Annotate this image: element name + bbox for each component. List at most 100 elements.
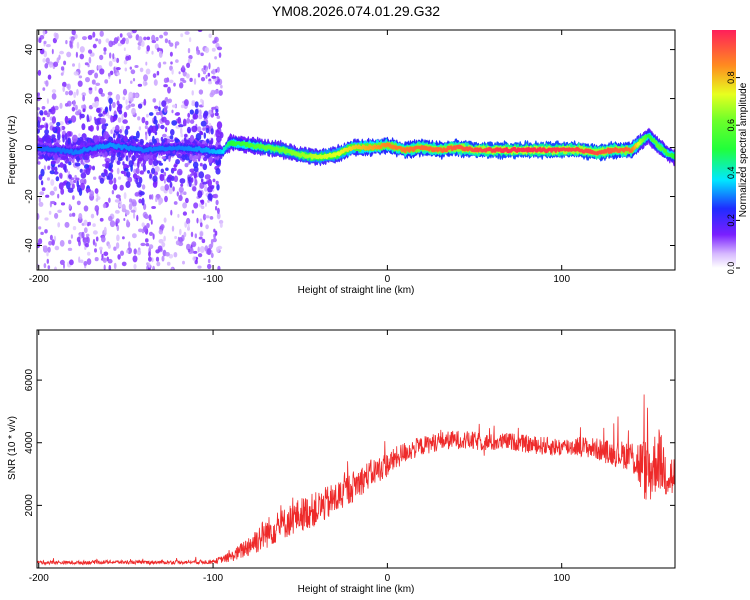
colorbar-tick-label: 0.4 [726,167,736,180]
heatmap-noise-cell [117,176,122,180]
heatmap-band-cell [104,123,109,127]
heatmap-noise-cell [214,230,218,236]
heatmap-band-cell [151,125,157,134]
heatmap-noise-cell [213,228,216,233]
heatmap-noise-cell [129,66,132,70]
heatmap-band-cell [210,128,214,135]
heatmap-noise-cell [47,246,51,253]
heatmap-band-cell [216,121,223,129]
heatmap-noise-cell [83,227,88,234]
heatmap-noise-cell [112,101,116,109]
heatmap-noise-cell [216,66,220,73]
heatmap-noise-cell [119,184,124,191]
heatmap-noise-cell [125,37,129,45]
heatmap-noise-cell [209,216,214,220]
heatmap-noise-cell [162,61,167,65]
heatmap-noise-cell [188,37,192,43]
heatmap-band-cell [208,157,213,164]
heatmap-noise-cell [148,251,151,257]
heatmap-band-cell [149,194,152,200]
heatmap-noise-cell [48,240,53,246]
heatmap-noise-cell [215,199,219,206]
heatmap-noise-cell [38,197,41,203]
heatmap-noise-cell [187,48,191,54]
heatmap-noise-cell [191,101,196,107]
heatmap-noise-cell [133,248,137,255]
heatmap-noise-cell [92,230,98,235]
heatmap-noise-cell [162,133,167,138]
heatmap-noise-cell [43,165,47,171]
heatmap-band-cell [124,128,129,136]
heatmap-band-cell [50,160,57,165]
heatmap-noise-cell [96,192,99,199]
heatmap-noise-cell [207,258,211,264]
heatmap-band-cell [40,180,44,186]
heatmap-noise-cell [164,184,169,191]
heatmap-noise-cell [197,126,202,133]
heatmap-noise-cell [173,201,178,205]
heatmap-band-cell [55,176,60,182]
heatmap-noise-cell [95,100,100,107]
heatmap-noise-cell [113,37,119,44]
heatmap-noise-cell [79,53,85,60]
heatmap-noise-cell [215,205,218,211]
heatmap-band-cell [76,140,81,146]
heatmap-noise-cell [46,98,50,104]
heatmap-noise-cell [148,256,152,262]
heatmap-band-cell [122,161,125,166]
snr-x-label: Height of straight line (km) [298,584,415,595]
heatmap-noise-cell [68,239,72,245]
heatmap-noise-cell [71,106,76,112]
y-tick-label: 2000 [24,494,35,517]
heatmap-noise-cell [131,30,137,34]
heatmap-band-cell [190,177,194,183]
heatmap-band-cell [216,183,220,191]
heatmap-noise-cell [216,115,221,119]
heatmap-band-cell [57,164,61,168]
heatmap-noise-cell [117,117,122,123]
heatmap-band-cell [135,177,139,185]
heatmap-noise-cell [45,194,50,198]
y-tick-label: 4000 [24,431,35,454]
heatmap-noise-cell [89,190,94,197]
heatmap-noise-cell [174,235,178,240]
heatmap-noise-cell [94,188,99,194]
heatmap-band-cell [56,121,61,127]
y-tick-label: 6000 [24,369,35,392]
heatmap-noise-cell [171,68,174,75]
heatmap-noise-cell [37,69,42,76]
heatmap-noise-cell [136,214,139,222]
heatmap-noise-cell [38,238,43,245]
heatmap-band-cell [115,124,120,132]
heatmap-noise-cell [167,98,172,104]
heatmap-band-cell [186,126,192,134]
heatmap-noise-cell [95,38,99,42]
heatmap-noise-cell [118,203,123,208]
heatmap-noise-cell [214,56,218,60]
snr-y-label: SNR (10 * v/v) [7,416,18,480]
heatmap-noise-cell [181,65,185,70]
heatmap-noise-cell [92,43,97,49]
heatmap-noise-cell [207,72,211,77]
heatmap-noise-cell [91,79,96,85]
heatmap-band-cell [164,126,168,133]
heatmap-noise-cell [72,226,77,231]
heatmap-noise-cell [108,197,111,203]
heatmap-noise-cell [125,105,130,110]
heatmap-band-cell [152,180,158,188]
heatmap-noise-cell [173,252,178,258]
heatmap-noise-cell [107,91,113,96]
heatmap-noise-cell [69,213,73,218]
heatmap-band-cell [68,174,72,180]
heatmap-noise-cell [199,162,203,167]
heatmap-noise-cell [48,61,53,68]
spectrogram-frame [36,29,676,271]
heatmap-band-cell [139,138,144,145]
heatmap-noise-cell [200,199,205,205]
heatmap-noise-cell [37,107,40,111]
heatmap-noise-cell [180,33,184,38]
heatmap-noise-cell [183,191,187,195]
heatmap-noise-cell [161,255,165,262]
heatmap-noise-cell [144,82,148,86]
heatmap-noise-cell [187,58,192,64]
